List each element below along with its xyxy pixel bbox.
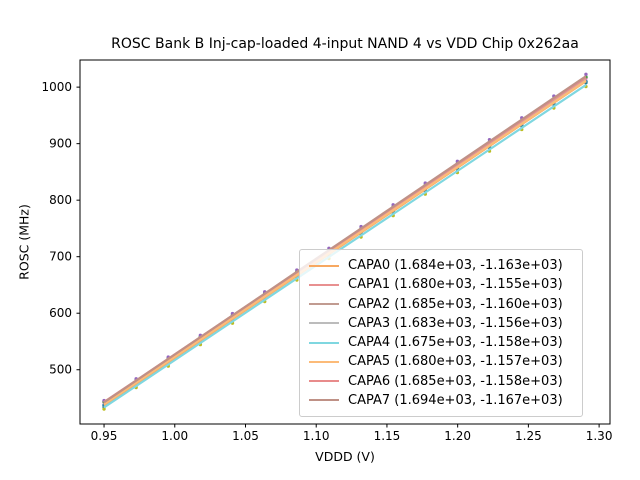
- x-tick-label: 1.10: [303, 429, 330, 443]
- y-tick-label: 700: [49, 250, 72, 264]
- x-tick-label: 1.05: [232, 429, 259, 443]
- legend-line-swatch: [309, 322, 339, 325]
- x-tick-label: 1.15: [374, 429, 401, 443]
- x-tick-label: 1.20: [444, 429, 471, 443]
- legend-label: CAPA3 (1.683e+03, -1.156e+03): [348, 315, 563, 331]
- series-line-CAPA7: [103, 75, 587, 404]
- x-tick-label: 1.25: [515, 429, 542, 443]
- y-tick-label: 500: [49, 363, 72, 377]
- y-tick-label: 1000: [41, 80, 72, 94]
- x-axis-label: VDDD (V): [315, 449, 375, 464]
- y-axis-label: ROSC (MHz): [16, 204, 32, 280]
- legend-row-CAPA0: CAPA0 (1.684e+03, -1.163e+03): [309, 256, 573, 275]
- x-tick-label: 0.95: [91, 429, 118, 443]
- legend-line-swatch: [309, 283, 339, 286]
- x-tick-label: 1.30: [586, 429, 613, 443]
- legend-label: CAPA7 (1.694e+03, -1.167e+03): [348, 392, 563, 408]
- legend-label: CAPA6 (1.685e+03, -1.158e+03): [348, 373, 563, 389]
- legend: CAPA0 (1.684e+03, -1.163e+03) CAPA1 (1.68…: [299, 249, 583, 417]
- data-point-CAPA7: [584, 72, 588, 77]
- legend-row-CAPA1: CAPA1 (1.680e+03, -1.155e+03): [309, 275, 573, 294]
- chart-title: ROSC Bank B Inj-cap-loaded 4-input NAND …: [111, 36, 579, 52]
- legend-line-swatch: [309, 360, 339, 363]
- legend-row-CAPA3: CAPA3 (1.683e+03, -1.156e+03): [309, 314, 573, 333]
- x-tick-label: 1.00: [161, 429, 188, 443]
- legend-label: CAPA2 (1.685e+03, -1.160e+03): [348, 296, 563, 312]
- y-tick-label: 900: [49, 137, 72, 151]
- y-tick-label: 600: [49, 306, 72, 320]
- data-point-CAPA4: [102, 407, 106, 411]
- legend-line-swatch: [309, 380, 339, 383]
- series-line-CAPA4: [103, 83, 587, 409]
- legend-row-CAPA4: CAPA4 (1.675e+03, -1.158e+03): [309, 333, 573, 352]
- axes-frame: [79, 59, 611, 425]
- y-tick-label: 800: [49, 193, 72, 207]
- legend-row-CAPA5: CAPA5 (1.680e+03, -1.157e+03): [309, 352, 573, 371]
- legend-row-CAPA2: CAPA2 (1.685e+03, -1.160e+03): [309, 295, 573, 314]
- legend-label: CAPA5 (1.680e+03, -1.157e+03): [348, 354, 563, 370]
- legend-row-CAPA7: CAPA7 (1.694e+03, -1.167e+03): [309, 391, 573, 410]
- legend-label: CAPA1 (1.680e+03, -1.155e+03): [348, 277, 563, 293]
- legend-line-swatch: [309, 264, 339, 267]
- legend-line-swatch: [309, 303, 339, 306]
- legend-line-swatch: [309, 341, 339, 344]
- legend-label: CAPA4 (1.675e+03, -1.158e+03): [348, 335, 563, 351]
- legend-row-CAPA6: CAPA6 (1.685e+03, -1.158e+03): [309, 372, 573, 391]
- legend-label: CAPA0 (1.684e+03, -1.163e+03): [348, 258, 563, 274]
- series-line-CAPA5: [103, 79, 587, 406]
- legend-line-swatch: [309, 399, 339, 402]
